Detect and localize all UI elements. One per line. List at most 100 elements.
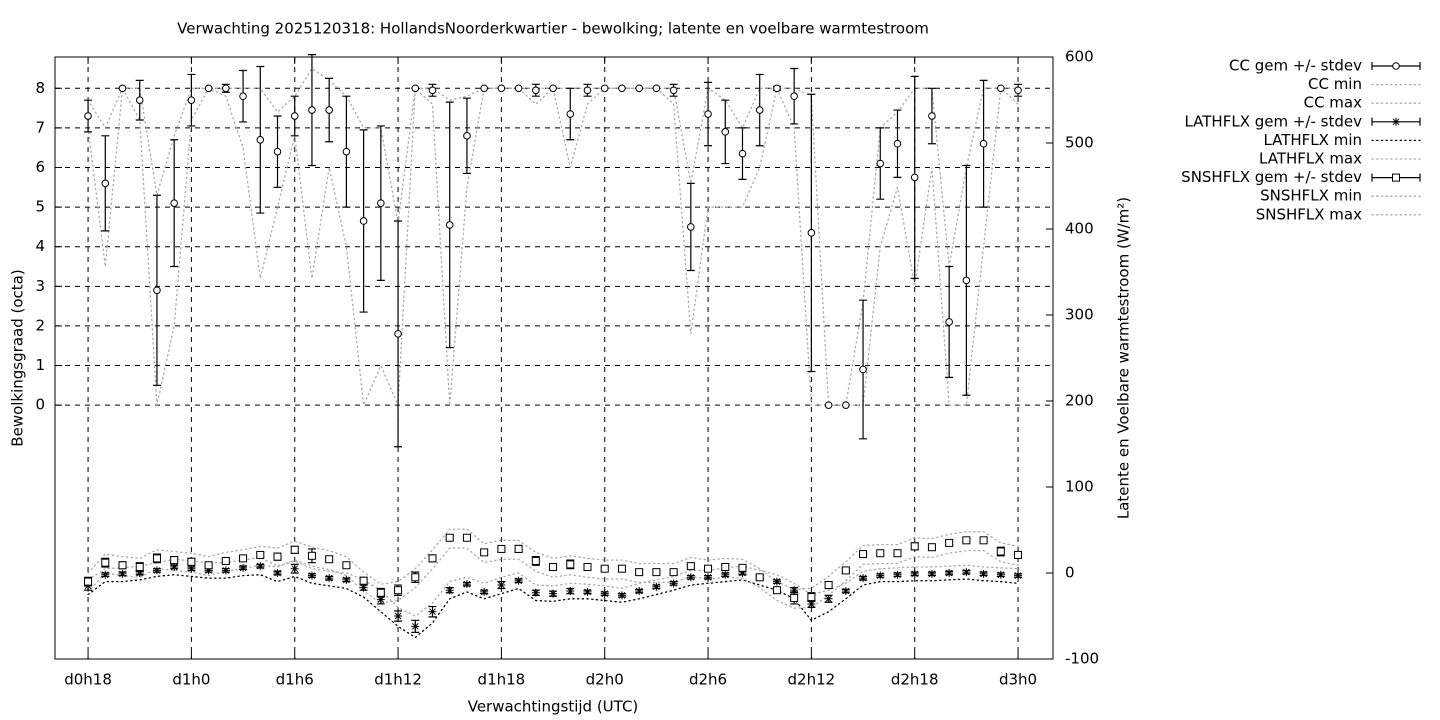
point xyxy=(135,562,144,571)
point xyxy=(394,330,402,338)
point xyxy=(893,139,902,148)
point xyxy=(187,564,196,573)
point xyxy=(583,562,592,571)
point xyxy=(256,550,265,559)
legend-marker xyxy=(1392,62,1400,70)
point xyxy=(617,564,626,573)
point xyxy=(876,159,885,168)
point xyxy=(600,564,609,573)
point xyxy=(152,566,161,575)
legend-label: LATHFLX max xyxy=(1259,150,1362,168)
y-tick-label: 2 xyxy=(35,316,45,334)
point xyxy=(342,561,351,570)
point xyxy=(962,276,971,285)
y2-tick-label: 100 xyxy=(1065,478,1094,496)
legend-label: SNSHFLX max xyxy=(1256,205,1362,223)
point xyxy=(979,536,988,545)
point xyxy=(256,135,265,144)
x-tick-label: d2h0 xyxy=(586,671,624,689)
point xyxy=(927,569,936,578)
point xyxy=(428,554,437,563)
point xyxy=(566,560,575,569)
point xyxy=(738,569,747,577)
point xyxy=(669,86,678,95)
point xyxy=(359,576,368,585)
point xyxy=(635,587,644,596)
point xyxy=(394,612,403,620)
point xyxy=(979,569,988,578)
point xyxy=(101,179,110,188)
point xyxy=(566,587,575,596)
point xyxy=(617,591,626,600)
point xyxy=(704,564,713,573)
y-tick-label: 8 xyxy=(35,79,45,97)
point xyxy=(359,583,368,592)
point xyxy=(135,96,144,104)
legend-marker xyxy=(1392,117,1400,126)
point xyxy=(669,568,678,577)
point xyxy=(566,110,575,118)
x-tick-label: d1h18 xyxy=(478,671,526,689)
point xyxy=(307,571,316,580)
point xyxy=(652,568,661,577)
point xyxy=(239,92,247,101)
point xyxy=(945,538,954,547)
point xyxy=(635,84,643,93)
point xyxy=(204,84,213,93)
point xyxy=(876,549,885,558)
point xyxy=(462,533,471,542)
point xyxy=(772,577,781,586)
point xyxy=(773,84,781,93)
point xyxy=(239,554,248,563)
point xyxy=(687,223,695,231)
point xyxy=(377,199,385,207)
point xyxy=(187,96,196,104)
point xyxy=(945,569,954,577)
legend-label: SNSHFLX gem +/- stdev xyxy=(1181,168,1362,186)
series-line xyxy=(87,528,1019,590)
point xyxy=(618,84,626,93)
point xyxy=(497,84,506,93)
x-tick-label: d2h18 xyxy=(891,671,939,689)
point xyxy=(996,547,1005,556)
point xyxy=(325,555,334,564)
point xyxy=(445,586,454,595)
point xyxy=(876,571,885,580)
point xyxy=(962,536,971,545)
y-tick-label: 4 xyxy=(35,237,45,255)
y-tick-label: 1 xyxy=(35,356,45,374)
point xyxy=(428,607,437,616)
point xyxy=(497,581,506,590)
point xyxy=(273,569,282,577)
y2-tick-label: 600 xyxy=(1065,48,1094,66)
point xyxy=(859,365,867,374)
point xyxy=(290,112,299,120)
point xyxy=(480,548,489,557)
point xyxy=(480,587,489,596)
y2-tick-label: 400 xyxy=(1065,220,1094,238)
legend-label: CC max xyxy=(1304,94,1363,112)
point xyxy=(842,401,850,409)
point xyxy=(600,84,609,93)
point xyxy=(170,556,179,565)
point xyxy=(549,562,558,571)
point xyxy=(531,556,540,565)
point xyxy=(893,549,902,558)
point xyxy=(514,544,523,553)
point xyxy=(910,542,919,551)
point xyxy=(118,84,127,93)
point xyxy=(308,106,316,114)
legend-label: SNSHFLX min xyxy=(1260,187,1362,205)
point xyxy=(187,557,196,566)
point xyxy=(704,573,713,582)
point xyxy=(790,586,799,595)
y2-tick-label: 300 xyxy=(1065,306,1094,324)
point xyxy=(841,587,850,596)
point xyxy=(514,576,523,585)
x-tick-label: d1h0 xyxy=(172,671,210,689)
y2-tick-label: 200 xyxy=(1065,392,1094,410)
point xyxy=(635,568,644,577)
